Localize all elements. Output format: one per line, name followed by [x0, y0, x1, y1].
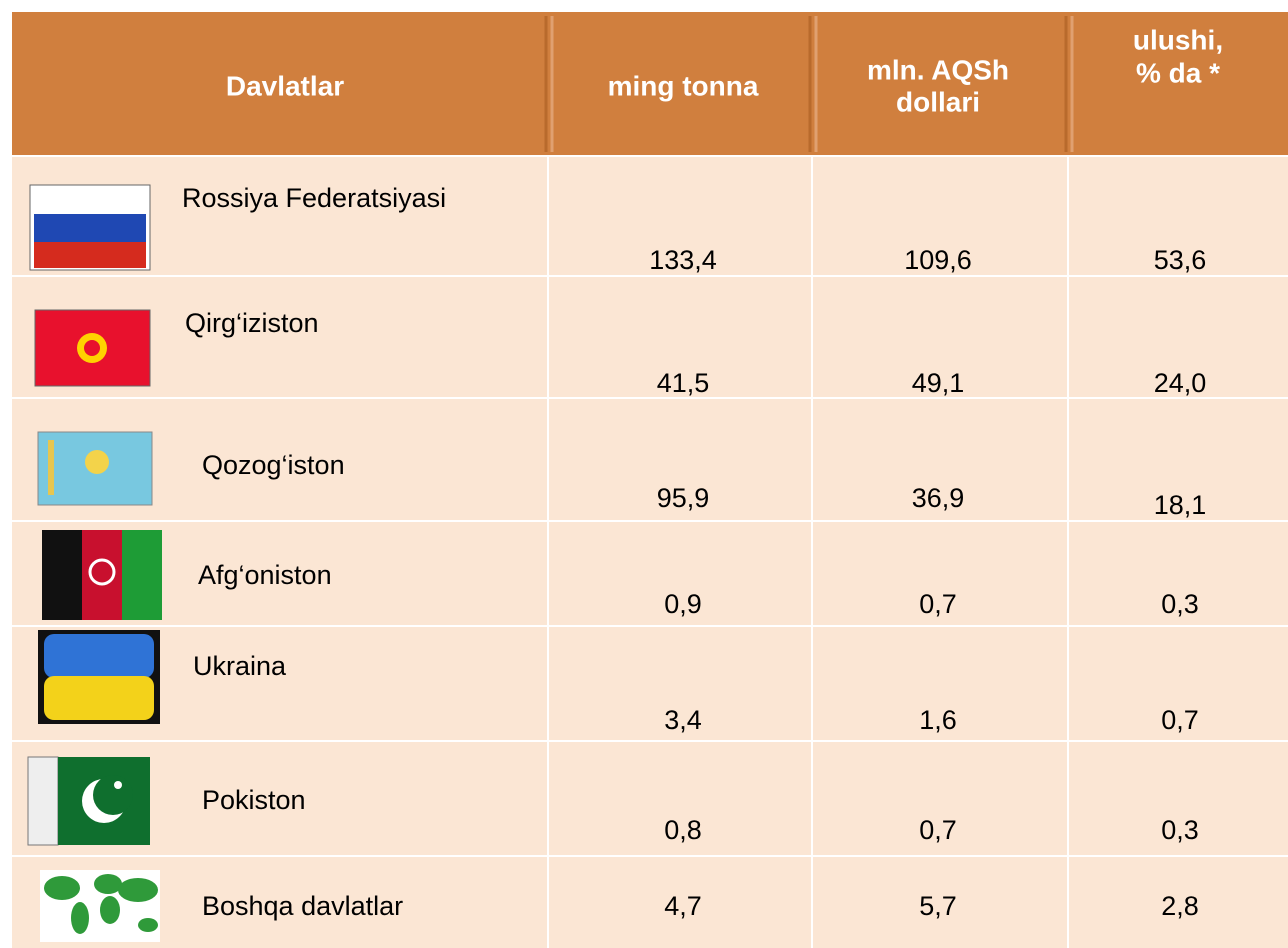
header-cell: dollari	[896, 86, 980, 117]
value-cell: 0,7	[1161, 705, 1199, 735]
flag-ukraine	[38, 630, 160, 724]
flag-part	[84, 340, 100, 356]
flag-part	[82, 530, 122, 620]
country-name: Qirg‘iziston	[185, 308, 319, 338]
flag-part	[138, 918, 158, 932]
value-cell: 0,7	[919, 589, 957, 619]
value-cell: 53,6	[1154, 245, 1207, 275]
flag-part	[27, 756, 59, 846]
value-cell: 36,9	[912, 483, 965, 513]
header-cell: % da *	[1136, 57, 1220, 88]
value-cell: 133,4	[649, 245, 717, 275]
flag-part	[44, 634, 154, 678]
flag-part	[100, 896, 120, 924]
country-name: Pokiston	[202, 785, 306, 815]
flag-part	[85, 450, 109, 474]
country-name: Qozog‘iston	[202, 450, 345, 480]
value-cell: 4,7	[664, 891, 702, 921]
flag-part	[44, 876, 80, 900]
body-row	[12, 627, 1288, 740]
flag-part	[48, 440, 54, 495]
flag-russia	[29, 184, 151, 271]
world-map	[40, 870, 160, 942]
flag-part	[93, 775, 133, 815]
country-name: Rossiya Federatsiyasi	[182, 183, 446, 213]
header-cell: ulushi,	[1133, 24, 1223, 55]
value-cell: 0,3	[1161, 815, 1199, 845]
flag-part	[118, 878, 158, 902]
flag-part	[44, 676, 154, 720]
value-cell: 18,1	[1154, 490, 1207, 520]
header-cell: Davlatlar	[226, 70, 344, 101]
value-cell: 2,8	[1161, 891, 1199, 921]
flag-part	[34, 242, 146, 268]
flag-part	[34, 214, 146, 242]
flag-part	[42, 530, 82, 620]
value-cell: 0,9	[664, 589, 702, 619]
body-row	[12, 742, 1288, 855]
body-row	[12, 857, 1288, 948]
flag-part	[71, 902, 89, 934]
flag-part	[94, 874, 122, 894]
flag-kyrgyzstan	[34, 309, 151, 387]
body-row	[12, 277, 1288, 397]
value-cell: 0,7	[919, 815, 957, 845]
value-cell: 24,0	[1154, 368, 1207, 398]
body-row	[12, 399, 1288, 520]
body-row	[12, 522, 1288, 625]
header-cell: mln. AQSh	[867, 54, 1009, 85]
value-cell: 1,6	[919, 705, 957, 735]
body-row	[12, 157, 1288, 275]
header-cell: ming tonna	[608, 70, 759, 101]
header-dividers	[544, 16, 1074, 152]
header-row	[12, 12, 1288, 155]
flag-part	[122, 530, 162, 620]
value-cell: 95,9	[657, 483, 710, 513]
value-cell: 109,6	[904, 245, 972, 275]
value-cell: 49,1	[912, 368, 965, 398]
flag-kazakhstan	[37, 431, 153, 506]
flag-afghanistan	[42, 530, 162, 620]
flag-part	[114, 781, 122, 789]
value-cell: 0,8	[664, 815, 702, 845]
value-cell: 3,4	[664, 705, 702, 735]
country-name: Ukraina	[193, 651, 287, 681]
country-name: Boshqa davlatlar	[202, 891, 403, 921]
country-name: Afg‘oniston	[198, 560, 332, 590]
flag-pakistan	[27, 756, 150, 846]
value-cell: 0,3	[1161, 589, 1199, 619]
flag-part	[88, 558, 116, 586]
value-cell: 41,5	[657, 368, 710, 398]
value-cell: 5,7	[919, 891, 957, 921]
